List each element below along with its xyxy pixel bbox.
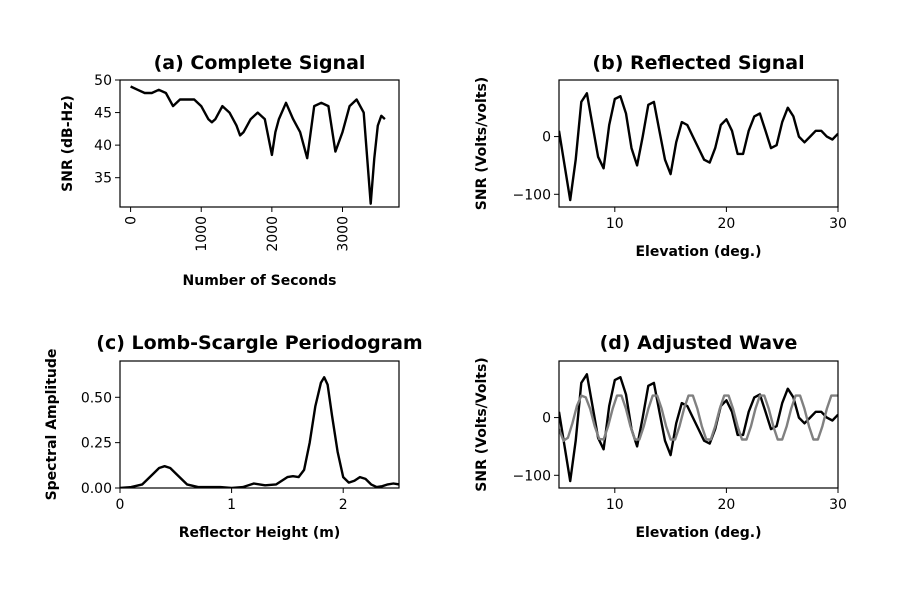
y-tick-label: 0.50 bbox=[81, 390, 112, 406]
plot-frame bbox=[119, 360, 400, 489]
x-tick-label: 0 bbox=[124, 216, 140, 225]
y-tick-label: 0 bbox=[542, 130, 551, 146]
x-tick-label: 20 bbox=[717, 497, 735, 513]
x-tick-label: 2000 bbox=[265, 216, 281, 252]
panel-title: (a) Complete Signal bbox=[154, 52, 366, 74]
x-axis-label: Elevation (deg.) bbox=[635, 525, 761, 541]
plot-frame bbox=[119, 79, 400, 208]
y-tick-label: 0.25 bbox=[81, 436, 112, 452]
x-tick-label: 20 bbox=[717, 216, 735, 232]
series-line-1 bbox=[559, 373, 838, 483]
y-tick-label: 50 bbox=[94, 73, 112, 89]
x-tick-label: 3000 bbox=[335, 216, 351, 252]
y-tick-label: 0.00 bbox=[81, 481, 112, 497]
x-tick-label: 1 bbox=[227, 497, 236, 513]
y-tick-label: 40 bbox=[94, 138, 112, 154]
x-tick-label: 10 bbox=[606, 497, 624, 513]
x-tick-label: 1000 bbox=[194, 216, 210, 252]
panel-2: 10 20 30 −100 0 (b) Reflected Signal Elevation… bbox=[474, 52, 847, 260]
y-tick-label: 0 bbox=[542, 411, 551, 427]
x-tick-label: 10 bbox=[606, 216, 624, 232]
series-line-1 bbox=[559, 92, 838, 202]
y-axis-label: SNR (Volts/volts) bbox=[474, 77, 490, 210]
panel-4: 10 20 30 −100 0 (d) Adjusted Wave Elevation (d… bbox=[474, 332, 847, 541]
y-tick-label: −100 bbox=[513, 187, 551, 203]
x-axis-label: Reflector Height (m) bbox=[179, 525, 341, 541]
x-tick-label: 30 bbox=[829, 216, 847, 232]
series-line-1 bbox=[120, 376, 399, 488]
x-axis-label: Number of Seconds bbox=[183, 273, 337, 289]
plot-frame bbox=[558, 360, 839, 489]
y-tick-label: 45 bbox=[94, 106, 112, 122]
series-line-1 bbox=[130, 85, 386, 205]
y-axis-label: SNR (dB-Hz) bbox=[60, 95, 76, 192]
plot-frame bbox=[558, 79, 839, 208]
x-axis-label: Elevation (deg.) bbox=[635, 244, 761, 260]
x-tick-label: 30 bbox=[829, 497, 847, 513]
panel-title: (c) Lomb-Scargle Periodogram bbox=[96, 332, 422, 354]
y-tick-label: 35 bbox=[94, 171, 112, 187]
panel-3: 0 1 2 0.00 0.25 0.50 (c) Lomb-Scargle Periodog… bbox=[44, 332, 423, 541]
panel-1: 0 1000 2000 3000 35 40 45 50 (a) Complete Signal… bbox=[60, 52, 400, 289]
panel-title: (d) Adjusted Wave bbox=[600, 332, 798, 354]
panel-title: (b) Reflected Signal bbox=[592, 52, 804, 74]
y-axis-label: SNR (Volts/Volts) bbox=[474, 357, 490, 491]
series-line-2 bbox=[559, 394, 838, 442]
y-axis-label: Spectral Amplitude bbox=[44, 349, 60, 501]
x-tick-label: 2 bbox=[339, 497, 348, 513]
x-tick-label: 0 bbox=[116, 497, 125, 513]
y-tick-label: −100 bbox=[513, 468, 551, 484]
